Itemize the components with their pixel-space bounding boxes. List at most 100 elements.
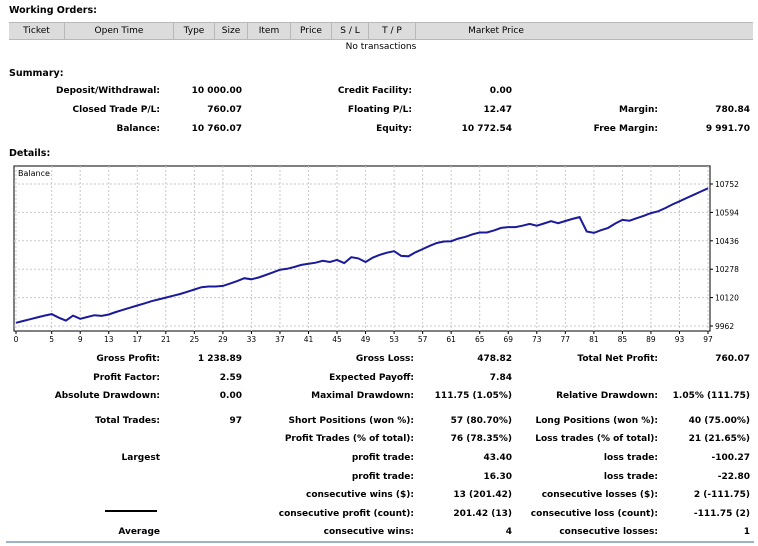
average-profit-trade-value: 16.30 — [483, 472, 512, 482]
y-tick-label: 10278 — [715, 265, 739, 274]
credit-value: 0.00 — [489, 86, 512, 96]
col-ticket[interactable]: Ticket — [9, 23, 65, 39]
gross-loss-value: 478.82 — [477, 354, 512, 364]
floating-pl-value: 12.47 — [483, 105, 512, 115]
total-net-profit-label: Total Net Profit: — [577, 354, 658, 364]
deposit-value: 10 000.00 — [191, 86, 242, 96]
x-tick-labels: 0 5 9 13 17 21 25 29 33 37 41 45 49 53 57 61 65 69 73 77 81 8… — [14, 331, 713, 344]
y-tick-label: 9962 — [715, 322, 734, 331]
col-market-price[interactable]: Market Price — [468, 26, 524, 36]
x-tick-label: 25 — [190, 335, 200, 344]
chart-title: Balance — [18, 169, 50, 178]
total-trades-label: Total Trades: — [95, 416, 160, 426]
x-tick-label: 17 — [133, 335, 143, 344]
consecutive-profit-count-label: consecutive profit (count): — [278, 509, 414, 519]
bottom-border — [6, 541, 754, 543]
largest-profit-trade-label: profit trade: — [351, 453, 414, 463]
profit-trades-value: 76 (78.35%) — [450, 434, 512, 444]
consecutive-profit-count-value: 201.42 (13) — [453, 509, 512, 519]
average-consecutive-losses-label: consecutive losses: — [559, 527, 658, 537]
chart-grid — [14, 166, 710, 331]
average-loss-trade-label: loss trade: — [603, 472, 658, 482]
margin-value: 780.84 — [715, 105, 750, 115]
closed-pl-value: 760.07 — [207, 105, 242, 115]
x-tick-label: 77 — [561, 335, 571, 344]
x-tick-label: 5 — [49, 335, 54, 344]
consecutive-wins-money-value: 13 (201.42) — [453, 490, 512, 500]
gross-profit-value: 1 238.89 — [197, 354, 242, 364]
closed-pl-label: Closed Trade P/L: — [72, 105, 160, 115]
average-loss-trade-value: -22.80 — [717, 472, 750, 482]
x-tick-label: 81 — [589, 335, 599, 344]
col-open-time[interactable]: Open Time — [65, 23, 174, 39]
working-orders-title: Working Orders: — [9, 5, 97, 16]
x-tick-label: 37 — [275, 335, 285, 344]
x-tick-label: 65 — [475, 335, 485, 344]
x-tick-label: 29 — [218, 335, 228, 344]
x-tick-label: 97 — [703, 335, 713, 344]
short-positions-label: Short Positions (won %): — [288, 416, 414, 426]
no-transactions-text: No transactions — [345, 42, 417, 52]
long-positions-label: Long Positions (won %): — [535, 416, 658, 426]
x-tick-label: 21 — [161, 335, 171, 344]
loss-trades-label: Loss trades (% of total): — [535, 434, 658, 444]
x-tick-label: 73 — [532, 335, 542, 344]
orders-table-header: Ticket Open Time Type Size Item Price S … — [9, 22, 753, 40]
margin-label: Margin: — [618, 105, 658, 115]
relative-drawdown-label: Relative Drawdown: — [556, 391, 658, 401]
consecutive-wins-money-label: consecutive wins ($): — [305, 490, 414, 500]
largest-loss-trade-value: -100.27 — [711, 453, 750, 463]
x-tick-label: 93 — [675, 335, 685, 344]
x-tick-label: 89 — [646, 335, 656, 344]
average-profit-trade-label: profit trade: — [351, 472, 414, 482]
consecutive-loss-count-value: -111.75 (2) — [693, 509, 750, 519]
x-tick-label: 41 — [304, 335, 314, 344]
x-tick-label: 53 — [389, 335, 399, 344]
col-tp[interactable]: T / P — [369, 23, 416, 39]
x-tick-label: 57 — [418, 335, 428, 344]
col-item[interactable]: Item — [248, 23, 291, 39]
x-tick-label: 49 — [361, 335, 371, 344]
profit-factor-label: Profit Factor: — [93, 373, 160, 383]
expected-payoff-value: 7.84 — [489, 373, 512, 383]
long-positions-value: 40 (75.00%) — [688, 416, 750, 426]
x-tick-label: 33 — [247, 335, 257, 344]
divider-mark — [105, 510, 157, 512]
summary-title: Summary: — [9, 68, 64, 79]
largest-profit-trade-value: 43.40 — [483, 453, 512, 463]
relative-drawdown-value: 1.05% (111.75) — [672, 391, 750, 401]
balance-label: Balance: — [116, 124, 160, 134]
absolute-drawdown-label: Absolute Drawdown: — [54, 391, 160, 401]
balance-chart: Balance 9962 10120 10278 10436 10594 10752 0 5… — [13, 165, 739, 344]
x-tick-label: 85 — [618, 335, 628, 344]
maximal-drawdown-label: Maximal Drawdown: — [311, 391, 414, 401]
y-tick-label: 10120 — [715, 294, 739, 303]
gross-profit-label: Gross Profit: — [96, 354, 160, 364]
absolute-drawdown-value: 0.00 — [219, 391, 242, 401]
y-tick-label: 10436 — [715, 237, 739, 246]
maximal-drawdown-value: 111.75 (1.05%) — [434, 391, 512, 401]
total-net-profit-value: 760.07 — [715, 354, 750, 364]
col-sl[interactable]: S / L — [332, 23, 369, 39]
gross-loss-label: Gross Loss: — [355, 354, 414, 364]
col-price[interactable]: Price — [291, 23, 332, 39]
total-trades-value: 97 — [229, 416, 242, 426]
equity-value: 10 772.54 — [461, 124, 512, 134]
loss-trades-value: 21 (21.65%) — [688, 434, 750, 444]
chart-frame — [13, 165, 711, 332]
y-tick-labels: 9962 10120 10278 10436 10594 10752 — [710, 180, 739, 331]
col-size[interactable]: Size — [215, 23, 248, 39]
y-tick-label: 10752 — [715, 180, 739, 189]
average-label: Average — [118, 527, 160, 537]
largest-loss-trade-label: loss trade: — [603, 453, 658, 463]
average-consecutive-wins-label: consecutive wins: — [323, 527, 414, 537]
x-tick-label: 13 — [104, 335, 114, 344]
x-tick-label: 61 — [446, 335, 456, 344]
y-tick-label: 10594 — [715, 208, 739, 217]
x-tick-label: 9 — [78, 335, 83, 344]
consecutive-loss-count-label: consecutive loss (count): — [530, 509, 658, 519]
col-type[interactable]: Type — [174, 23, 215, 39]
consecutive-losses-money-label: consecutive losses ($): — [541, 490, 658, 500]
deposit-label: Deposit/Withdrawal: — [56, 86, 160, 96]
balance-line — [15, 187, 709, 324]
